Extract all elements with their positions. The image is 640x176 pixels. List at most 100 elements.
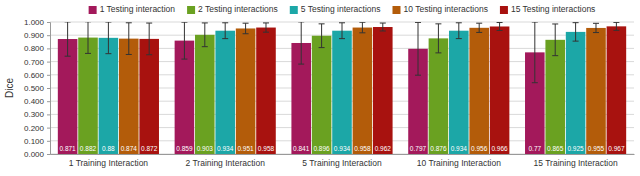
data-label: 0.962 <box>375 145 392 152</box>
x-tick-label: 1 Training Interaction <box>69 158 149 168</box>
legend-label: 1 Testing interaction <box>100 4 176 14</box>
data-label: 0.956 <box>471 145 488 152</box>
y-tick: 0.900 <box>24 31 50 40</box>
error-bar <box>181 22 187 59</box>
data-label: 0.859 <box>176 145 193 152</box>
legend-label: 5 Testing interactions <box>301 4 381 14</box>
error-bar-stem <box>67 22 68 56</box>
error-bar <box>319 24 325 48</box>
data-label: 0.797 <box>410 145 427 152</box>
bar <box>429 38 449 154</box>
legend-label: 15 Testing interactions <box>511 4 595 14</box>
error-bar <box>552 24 558 56</box>
error-bar-cap <box>593 32 599 33</box>
error-bar-cap <box>319 23 325 24</box>
bar <box>78 38 98 154</box>
y-tick-mark <box>47 128 50 129</box>
error-bar <box>298 22 304 64</box>
error-bar-cap <box>181 59 187 60</box>
y-tick-label: 0.100 <box>24 137 45 146</box>
legend-item: 5 Testing interactions <box>290 4 381 14</box>
error-bar-cap <box>532 22 538 23</box>
error-bar <box>380 23 386 31</box>
error-bar-stem <box>479 23 480 32</box>
bar <box>607 26 627 154</box>
data-label: 0.882 <box>80 145 97 152</box>
x-tick-label: 2 Training Interaction <box>186 158 266 168</box>
error-bar <box>146 23 152 55</box>
error-bar-cap <box>380 30 386 31</box>
error-bar-stem <box>438 24 439 53</box>
error-bar <box>105 22 111 54</box>
bar <box>215 31 235 154</box>
data-label: 0.925 <box>567 145 584 152</box>
error-bar-cap <box>415 22 421 23</box>
error-bar-cap <box>85 53 91 54</box>
bar <box>312 36 332 154</box>
legend-swatch <box>187 6 195 14</box>
error-bar <box>126 23 132 55</box>
y-tick-mark <box>47 114 50 115</box>
legend: 1 Testing interaction2 Testing interacti… <box>89 4 596 14</box>
data-label: 0.958 <box>354 145 371 152</box>
y-tick-mark <box>47 88 50 89</box>
y-axis-line <box>47 23 51 155</box>
error-bar-cap <box>243 33 249 34</box>
error-bar <box>613 22 619 30</box>
error-bar-stem <box>88 22 89 53</box>
y-tick-label: 0.600 <box>24 71 45 80</box>
y-axis-title: Dice <box>4 78 15 98</box>
error-bar <box>243 23 249 34</box>
y-tick: 0.300 <box>24 110 50 119</box>
error-bar-cap <box>222 22 228 23</box>
y-tick-label: 0.200 <box>24 124 45 133</box>
error-bar-cap <box>243 23 249 24</box>
error-bar-cap <box>476 32 482 33</box>
data-label: 0.896 <box>313 145 330 152</box>
y-tick-label: 0.700 <box>24 58 45 67</box>
x-tick-label: 15 Training Interaction <box>534 158 618 168</box>
error-bar-stem <box>184 22 185 59</box>
x-tick: 1 Training Interaction <box>69 154 149 168</box>
error-bar-cap <box>435 23 441 24</box>
y-tick-mark <box>47 48 50 49</box>
error-bar-cap <box>263 32 269 33</box>
bar <box>58 39 78 154</box>
data-label: 0.958 <box>258 145 275 152</box>
data-label: 0.874 <box>121 145 138 152</box>
data-label: 0.951 <box>237 145 254 152</box>
x-tick: 15 Training Interaction <box>534 154 618 168</box>
error-bar <box>339 23 345 39</box>
y-tick: 0.400 <box>24 97 50 106</box>
error-bar-cap <box>105 22 111 23</box>
error-bar-stem <box>149 23 150 55</box>
y-axis: 0.0000.1000.2000.3000.4000.5000.6000.700… <box>24 18 51 159</box>
error-bar-cap <box>613 30 619 31</box>
data-label: 0.871 <box>59 145 76 152</box>
error-bar-cap <box>126 22 132 23</box>
data-label: 0.77 <box>528 145 541 152</box>
data-label: 0.872 <box>141 145 158 152</box>
error-bar-cap <box>359 22 365 23</box>
error-bar-cap <box>552 23 558 24</box>
data-label: 0.966 <box>491 145 508 152</box>
error-bar-stem <box>225 23 226 39</box>
bar <box>139 39 159 154</box>
error-bar-cap <box>298 22 304 23</box>
error-bar-stem <box>458 23 459 39</box>
error-bar <box>476 23 482 32</box>
bar <box>449 31 469 154</box>
y-tick-mark <box>47 101 50 102</box>
y-tick: 1.000 <box>24 18 50 27</box>
legend-swatch <box>392 6 400 14</box>
legend-swatch <box>500 6 508 14</box>
bar <box>195 35 215 154</box>
error-bar-cap <box>380 23 386 24</box>
legend-item: 10 Testing interactions <box>392 4 487 14</box>
error-bar-cap <box>573 41 579 42</box>
error-bar <box>359 22 365 33</box>
y-tick-mark <box>47 154 50 155</box>
data-label: 0.841 <box>293 145 310 152</box>
error-bar-cap <box>339 38 345 39</box>
bar <box>566 32 586 154</box>
